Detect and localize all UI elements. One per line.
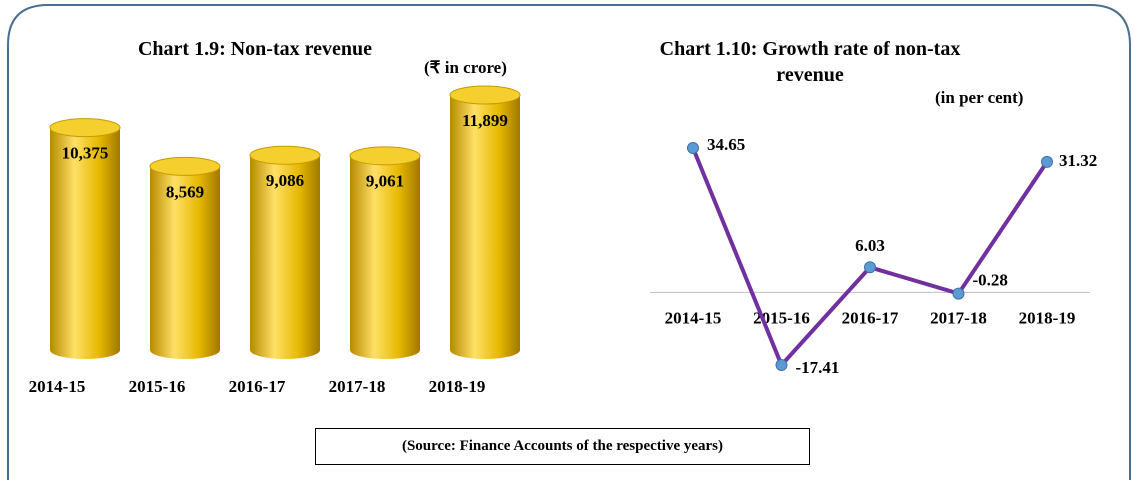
x-tick-label: 2018-19	[1019, 308, 1076, 327]
bar-part	[149, 156, 221, 176]
bar-part	[49, 118, 121, 138]
x-tick-label: 2015-16	[129, 377, 186, 396]
unit-label: (₹ in crore)	[424, 58, 507, 77]
bar-part	[349, 146, 421, 166]
bar	[449, 85, 521, 359]
bar-part	[450, 95, 520, 350]
chart-title: Chart 1.10: Growth rate of non-tax reven…	[659, 38, 961, 86]
marker	[952, 287, 965, 300]
bar-part	[449, 85, 521, 105]
chart-title: Chart 1.9: Non-tax revenue	[137, 38, 373, 60]
source-note: (Source: Finance Accounts of the respect…	[315, 428, 810, 465]
unit-label: (in per cent)	[935, 88, 1024, 107]
x-tick-label: 2017-18	[930, 308, 987, 327]
bar	[149, 156, 221, 359]
frame	[7, 4, 1131, 480]
value-label: 9,061	[366, 172, 404, 191]
value-label: 10,375	[62, 144, 109, 163]
marker	[687, 142, 699, 154]
x-tick-label: 2014-15	[665, 308, 722, 327]
x-tick-label: 2014-15	[29, 377, 86, 396]
x-tick-label: 2016-17	[229, 377, 286, 396]
bar	[349, 146, 421, 359]
value-label: 11,899	[462, 111, 508, 130]
bar	[249, 145, 321, 359]
bar-part	[150, 166, 220, 350]
marker	[775, 359, 788, 371]
bar-part	[350, 155, 420, 350]
value-label: -17.41	[796, 358, 840, 377]
marker	[1041, 155, 1053, 168]
bar-part	[249, 145, 321, 165]
value-label: -0.28	[973, 271, 1008, 290]
x-tick-label: 2015-16	[753, 308, 810, 327]
bar	[49, 118, 121, 359]
bar-part	[250, 155, 320, 350]
value-label: 9,086	[266, 171, 304, 190]
marker	[864, 261, 876, 274]
bar-part	[50, 127, 120, 351]
value-label: 34.65	[707, 135, 745, 154]
x-tick-label: 2016-17	[842, 308, 899, 327]
value-label: 6.03	[855, 236, 885, 255]
value-label: 8,569	[166, 182, 204, 201]
x-tick-label: 2017-18	[329, 377, 386, 396]
x-tick-label: 2018-19	[429, 377, 486, 396]
line	[691, 147, 1049, 369]
value-label: 31.32	[1059, 151, 1097, 170]
